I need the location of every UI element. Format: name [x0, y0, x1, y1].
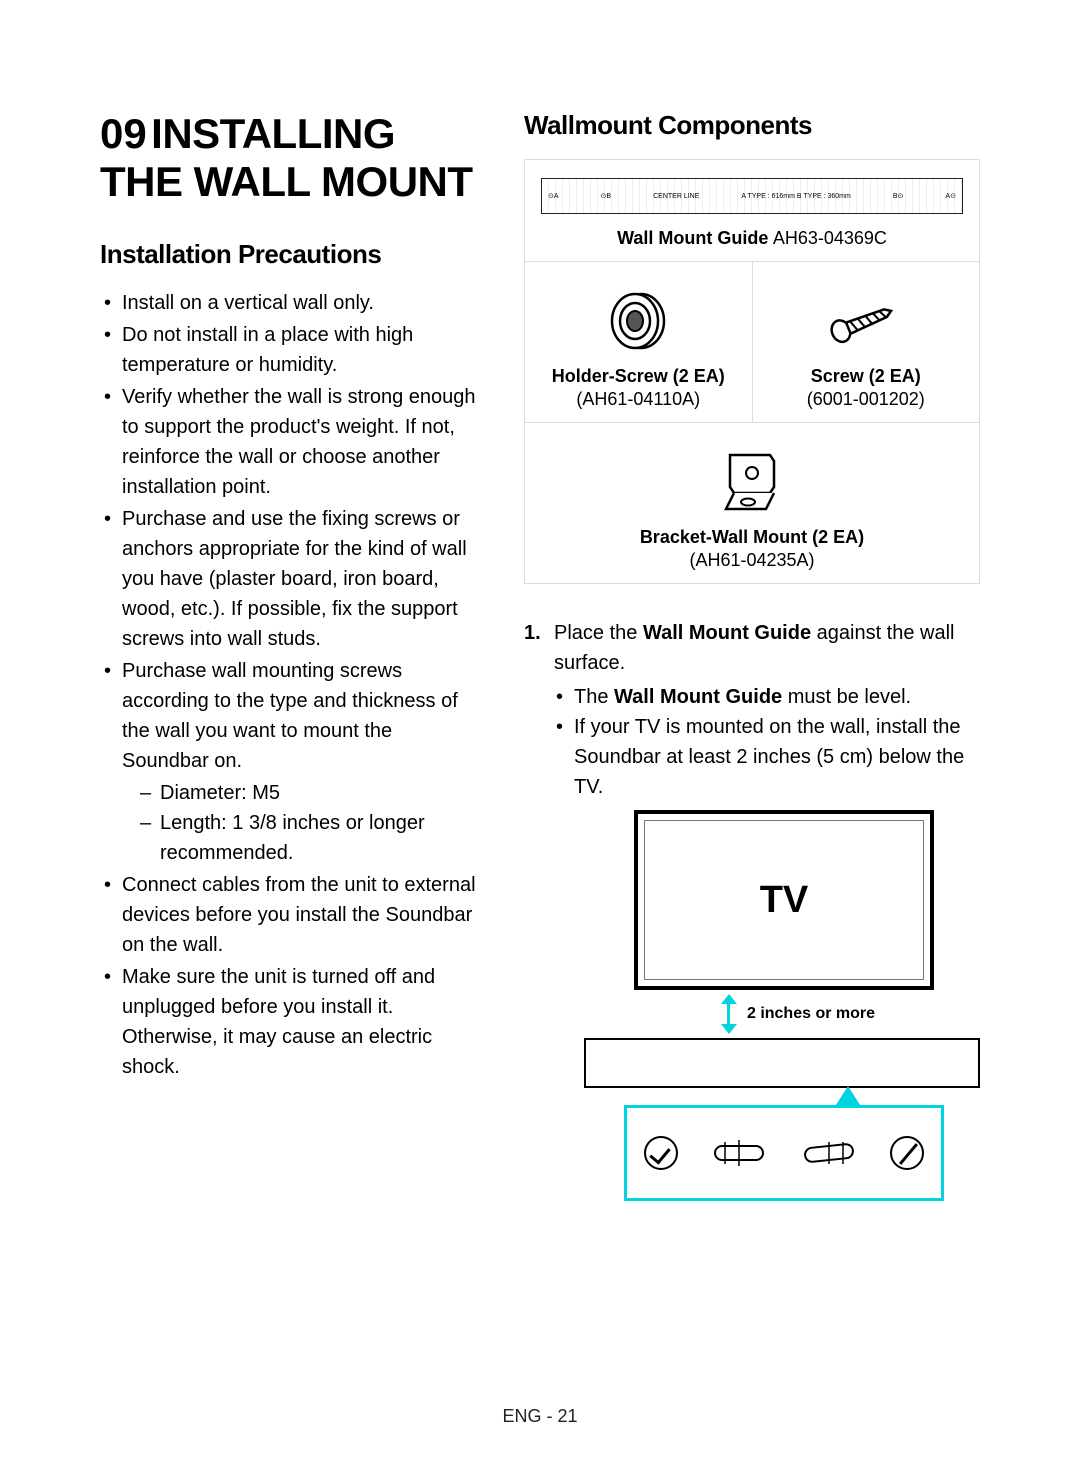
precaution-item: Purchase and use the fixing screws or an…: [100, 504, 484, 654]
component-part: (6001-001202): [757, 389, 976, 410]
tv-clearance-diagram: TV 2 inches or more: [524, 810, 980, 1201]
slot-icon: [801, 1138, 857, 1168]
component-name: Wall Mount Guide: [617, 228, 768, 248]
soundbar-box: [584, 1038, 980, 1088]
pointer-icon: [834, 1086, 862, 1108]
clearance-label: 2 inches or more: [747, 1005, 875, 1023]
step-sub-item: The Wall Mount Guide must be level.: [524, 682, 980, 712]
precaution-item: Install on a vertical wall only.: [100, 288, 484, 318]
screw-illustration: [757, 282, 976, 360]
check-hole-icon: [644, 1136, 678, 1170]
component-part: (AH61-04235A): [529, 550, 975, 571]
slot-icon: [711, 1138, 767, 1168]
clearance-arrow-icon: [719, 996, 737, 1032]
component-name: Screw (2 EA): [757, 366, 976, 387]
component-name: Bracket-Wall Mount (2 EA): [529, 527, 975, 548]
section-title: INSTALLING THE WALL MOUNT: [100, 110, 473, 205]
precautions-list: Install on a vertical wall only. Do not …: [100, 288, 484, 1082]
precaution-item: Verify whether the wall is strong enough…: [100, 382, 484, 502]
screw-spec-item: Length: 1 3/8 inches or longer recommend…: [122, 808, 484, 868]
section-header: 09 INSTALLING THE WALL MOUNT: [100, 110, 484, 207]
component-part: AH63-04369C: [773, 228, 887, 248]
tv-label: TV: [760, 879, 809, 922]
components-table: ⊙A ⊙B CENTER LINE A TYPE : 616mm B TYPE …: [524, 159, 980, 584]
section-number: 09: [100, 110, 147, 157]
precaution-item: Make sure the unit is turned off and unp…: [100, 962, 484, 1082]
precaution-item: Purchase wall mounting screws according …: [100, 656, 484, 868]
screw-spec-item: Diameter: M5: [122, 778, 484, 808]
component-name: Holder-Screw (2 EA): [529, 366, 748, 387]
precaution-item: Do not install in a place with high temp…: [100, 320, 484, 380]
bracket-illustration: [529, 443, 975, 521]
step-number: 1.: [524, 618, 541, 648]
precautions-title: Installation Precautions: [100, 239, 484, 270]
holder-screw-illustration: [529, 282, 748, 360]
mount-detail-box: [624, 1105, 944, 1201]
slash-hole-icon: [890, 1136, 924, 1170]
component-part: (AH61-04110A): [529, 389, 748, 410]
wall-mount-guide-illustration: ⊙A ⊙B CENTER LINE A TYPE : 616mm B TYPE …: [541, 178, 963, 214]
screw-spec-list: Diameter: M5 Length: 1 3/8 inches or lon…: [122, 778, 484, 868]
step-1: 1. Place the Wall Mount Guide against th…: [524, 618, 980, 678]
components-title: Wallmount Components: [524, 110, 980, 141]
page-footer: ENG - 21: [0, 1406, 1080, 1427]
tv-box: TV: [634, 810, 934, 990]
precaution-item: Connect cables from the unit to external…: [100, 870, 484, 960]
step-1-substeps: The Wall Mount Guide must be level. If y…: [524, 682, 980, 802]
step-sub-item: If your TV is mounted on the wall, insta…: [524, 712, 980, 802]
